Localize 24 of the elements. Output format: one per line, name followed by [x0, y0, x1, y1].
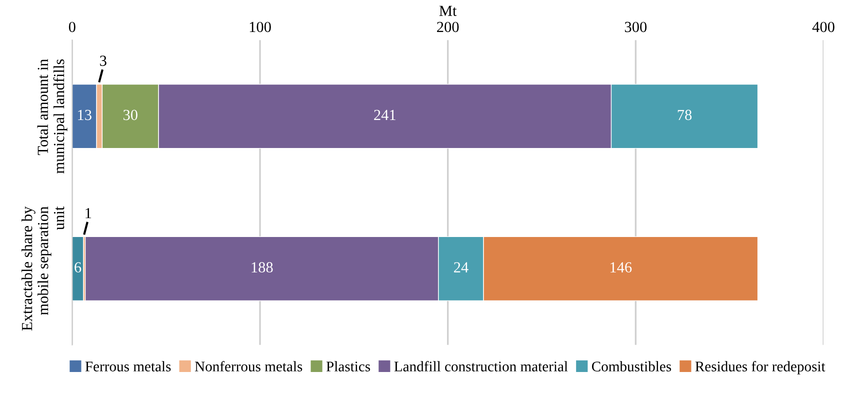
data-label: 146: [610, 262, 632, 272]
legend-label: Residues for redeposit: [695, 361, 826, 374]
legend-label: Plastics: [326, 361, 370, 372]
legend-label: Combustibles: [592, 361, 672, 372]
x-tick-label: 0: [68, 22, 76, 32]
data-label: 6: [74, 262, 82, 272]
data-label: 13: [78, 110, 92, 120]
legend-label: Ferrous metals: [85, 361, 171, 372]
x-axis-title: Mt: [439, 6, 457, 16]
data-label: 1: [86, 208, 92, 218]
y-tick-label: Extractable share by mobile separation unit: [21, 206, 64, 331]
y-tick-label: Total amount in municipal landfills: [37, 59, 68, 174]
x-tick-label: 400: [812, 22, 834, 32]
data-label: 3: [100, 56, 106, 66]
x-tick-label: 200: [437, 22, 459, 32]
data-label: 241: [374, 110, 396, 120]
legend-label: Landfill construction material: [394, 361, 568, 372]
data-label: 78: [678, 110, 692, 120]
x-tick-label: 100: [250, 22, 271, 32]
data-label: 188: [252, 262, 273, 272]
data-label: 30: [123, 110, 138, 120]
legend-label: Nonferrous metals: [194, 361, 302, 372]
data-label: 24: [454, 262, 468, 272]
x-tick-label: 300: [624, 22, 647, 32]
